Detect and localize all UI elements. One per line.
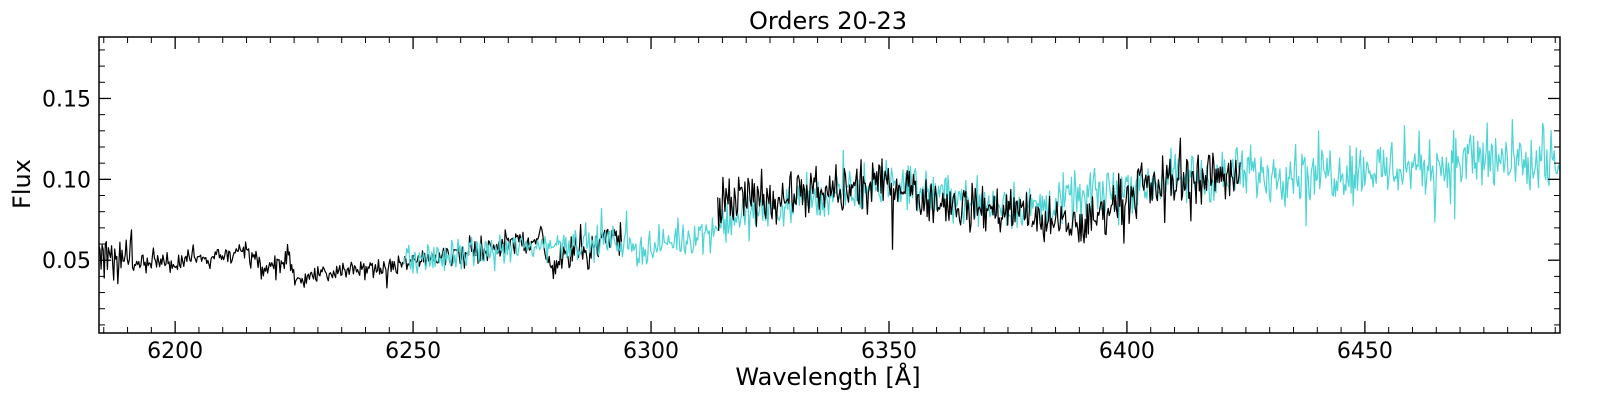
data-layer [99, 118, 1560, 289]
y-axis-label: Flux [8, 159, 36, 209]
x-tick-label: 6350 [861, 339, 917, 364]
x-tick-label: 6250 [385, 339, 441, 364]
x-tick-label: 6200 [147, 339, 203, 364]
x-axis-label: Wavelength [Å] [735, 362, 920, 391]
x-tick-label: 6450 [1337, 339, 1393, 364]
spectrum-series-2 [403, 118, 1560, 274]
axis-layer: 6200 6250 6300 6350 6400 6450 0.05 0.10 0.15 [42, 37, 1560, 364]
y-tick-label: 0.10 [42, 168, 91, 193]
x-tick-label: 6400 [1099, 339, 1155, 364]
spectrum-series-4 [1031, 137, 1241, 244]
y-tick-label: 0.15 [42, 87, 91, 112]
chart-title: Orders 20-23 [749, 7, 907, 35]
plot-frame [98, 36, 1561, 334]
spectrum-series-3 [717, 158, 1032, 250]
spectrum-series-1 [99, 222, 622, 289]
x-tick-label: 6300 [623, 339, 679, 364]
y-tick-label: 0.05 [42, 249, 91, 274]
